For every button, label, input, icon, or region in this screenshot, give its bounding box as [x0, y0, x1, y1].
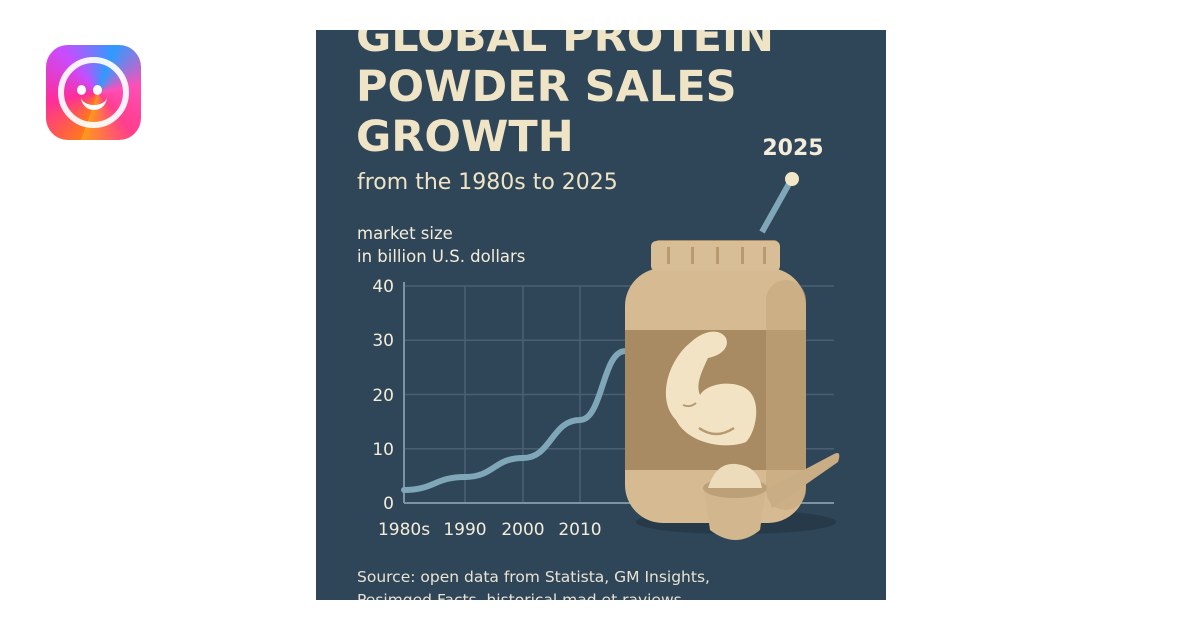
series-line-2025-segment [759, 180, 793, 234]
y-axis-unit-label: market size in billion U.S. dollars [357, 222, 525, 268]
x-tick-label: 2000 [501, 520, 544, 540]
eye [93, 85, 102, 95]
endpoint-2025-dot [785, 172, 799, 186]
x-tick-label: 1980s [378, 520, 430, 540]
protein-jar-illustration [625, 240, 840, 540]
source-note: Source: open data from Statista, GM Insi… [357, 566, 710, 600]
title-line: GROWTH [356, 112, 574, 162]
unit-line: market size [357, 224, 453, 243]
flexed-arm-icon [665, 331, 757, 446]
source-line: Pesimged Facts, historical mad et raview… [357, 591, 682, 600]
scoop-icon [703, 453, 840, 540]
eye [77, 85, 86, 95]
subtitle: from the 1980s to 2025 [357, 170, 618, 195]
title-line: POWDER SALES [356, 62, 737, 112]
chart-svg: 0 10 20 30 40 1980s 1990 2000 2010 2025 [372, 136, 840, 540]
y-tick-label: 20 [372, 386, 394, 406]
page-title: GLOBAL PROTEIN POWDER SALES GROWTH [356, 30, 774, 162]
x-tick-labels: 1980s 1990 2000 2010 [378, 520, 602, 540]
y-tick-label: 30 [372, 331, 394, 351]
y-tick-label: 10 [372, 440, 394, 460]
title-line: GLOBAL PROTEIN [356, 30, 775, 62]
smiley-face-icon [58, 57, 129, 128]
smile [81, 93, 107, 110]
jar-lid [651, 241, 780, 271]
infographic-panel: 0 10 20 30 40 1980s 1990 2000 2010 2025 [316, 30, 886, 600]
unit-line: in billion U.S. dollars [357, 247, 526, 266]
y-tick-label: 0 [383, 494, 394, 514]
y-tick-label: 40 [372, 277, 394, 297]
app-logo-icon[interactable] [46, 45, 141, 140]
x-tick-label: 2010 [558, 520, 601, 540]
annotation-2025: 2025 [762, 136, 823, 161]
series-line [401, 348, 628, 493]
x-tick-label: 1990 [443, 520, 486, 540]
source-line: Source: open data from Statista, GM Insi… [357, 568, 710, 586]
tick-labels: 0 10 20 30 40 [372, 277, 394, 514]
